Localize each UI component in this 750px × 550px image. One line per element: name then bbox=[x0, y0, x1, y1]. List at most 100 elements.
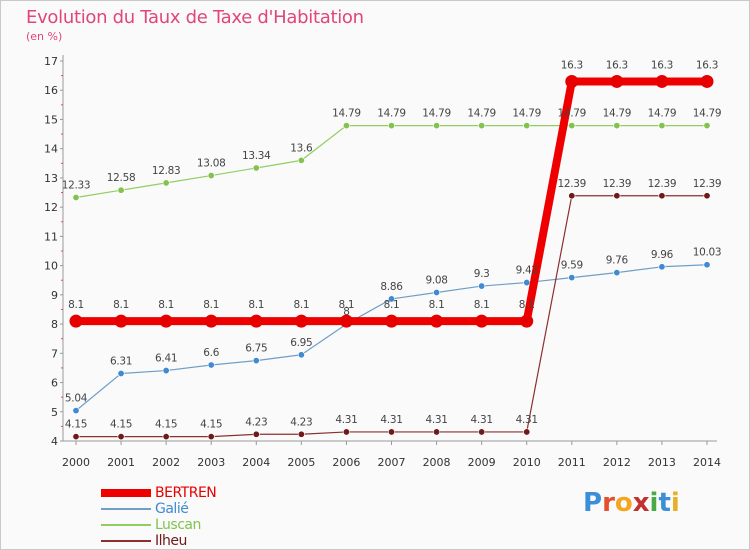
data-point bbox=[613, 192, 621, 200]
data-label: 4.31 bbox=[471, 414, 493, 426]
data-label: 9.3 bbox=[474, 268, 490, 280]
data-point bbox=[72, 433, 80, 441]
legend-swatch bbox=[101, 524, 151, 526]
data-label: 13.6 bbox=[290, 142, 313, 154]
data-point bbox=[342, 122, 350, 130]
logo-letter: i bbox=[670, 488, 680, 518]
data-point bbox=[523, 279, 531, 287]
data-label: 12.58 bbox=[107, 172, 136, 184]
y-tick-label: 10 bbox=[44, 260, 58, 273]
data-label: 16.3 bbox=[606, 59, 628, 71]
data-point bbox=[117, 369, 125, 377]
data-point bbox=[69, 314, 83, 328]
legend-label: Ilheu bbox=[155, 533, 187, 549]
y-tick-label: 4 bbox=[51, 435, 58, 448]
data-point bbox=[297, 351, 305, 359]
x-tick-label: 2000 bbox=[62, 456, 90, 469]
data-point bbox=[339, 314, 353, 328]
data-label: 4.31 bbox=[425, 414, 447, 426]
data-label: 4.15 bbox=[155, 419, 177, 431]
data-label: 12.39 bbox=[558, 178, 587, 190]
series-gali bbox=[72, 261, 711, 415]
data-label: 6.41 bbox=[155, 353, 177, 365]
logo-letter: i bbox=[649, 488, 659, 518]
legend-swatch bbox=[101, 508, 151, 510]
data-point bbox=[658, 263, 666, 271]
data-label: 13.08 bbox=[197, 158, 226, 170]
data-label: 8.1 bbox=[113, 299, 129, 311]
y-tick-label: 12 bbox=[44, 201, 58, 214]
data-label: 12.83 bbox=[152, 165, 181, 177]
data-label: 16.3 bbox=[561, 59, 583, 71]
data-point bbox=[252, 357, 260, 365]
data-point bbox=[523, 428, 531, 436]
data-point bbox=[478, 428, 486, 436]
legend-label: Galié bbox=[155, 501, 189, 517]
data-label: 14.79 bbox=[422, 108, 451, 120]
data-point bbox=[297, 156, 305, 164]
data-point bbox=[159, 314, 173, 328]
data-point bbox=[568, 122, 576, 130]
y-tick-label: 13 bbox=[44, 172, 58, 185]
data-label: 9.08 bbox=[425, 275, 447, 287]
x-tick-label: 2005 bbox=[287, 456, 315, 469]
data-point bbox=[72, 407, 80, 415]
data-label: 12.39 bbox=[648, 178, 677, 190]
data-label: 6.75 bbox=[245, 343, 267, 355]
x-tick-label: 2003 bbox=[197, 456, 225, 469]
data-point bbox=[430, 314, 444, 328]
data-label: 4.31 bbox=[516, 414, 538, 426]
data-point bbox=[207, 433, 215, 441]
legend-label: Luscan bbox=[155, 517, 201, 533]
data-point bbox=[342, 428, 350, 436]
x-tick-label: 2007 bbox=[378, 456, 406, 469]
y-tick-label: 7 bbox=[51, 347, 58, 360]
data-label: 4.23 bbox=[290, 416, 312, 428]
data-label: 4.15 bbox=[65, 419, 87, 431]
data-label: 16.3 bbox=[651, 59, 673, 71]
data-point bbox=[523, 122, 531, 130]
data-point bbox=[204, 314, 218, 328]
data-label: 8 bbox=[343, 306, 349, 318]
x-tick-label: 2008 bbox=[423, 456, 451, 469]
data-label: 12.39 bbox=[693, 178, 722, 190]
x-tick-label: 2012 bbox=[603, 456, 631, 469]
data-label: 9.42 bbox=[516, 265, 538, 277]
data-point bbox=[703, 122, 711, 130]
data-point bbox=[162, 179, 170, 187]
data-label: 6.95 bbox=[290, 337, 312, 349]
data-point bbox=[613, 122, 621, 130]
data-label: 14.79 bbox=[693, 108, 722, 120]
data-point bbox=[658, 122, 666, 130]
data-point bbox=[475, 314, 489, 328]
data-label: 12.33 bbox=[62, 180, 91, 192]
data-point bbox=[433, 428, 441, 436]
series-luscan bbox=[72, 122, 711, 202]
logo-letter: t bbox=[658, 488, 671, 518]
data-label: 5.04 bbox=[65, 393, 88, 405]
data-label: 16.3 bbox=[696, 59, 718, 71]
legend-label: BERTREN bbox=[155, 485, 217, 501]
data-label: 9.59 bbox=[561, 260, 583, 272]
data-point bbox=[249, 314, 263, 328]
series-ilheu bbox=[72, 192, 711, 441]
data-label: 14.79 bbox=[648, 108, 677, 120]
data-point bbox=[478, 282, 486, 290]
data-label: 12.39 bbox=[603, 178, 632, 190]
data-point bbox=[387, 122, 395, 130]
data-label: 8.1 bbox=[203, 299, 219, 311]
data-label: 14.79 bbox=[603, 108, 632, 120]
data-label: 10.03 bbox=[693, 247, 722, 259]
data-point bbox=[568, 192, 576, 200]
data-point bbox=[613, 269, 621, 277]
data-point bbox=[252, 430, 260, 438]
x-tick-label: 2010 bbox=[513, 456, 541, 469]
logo-letter: P bbox=[583, 488, 603, 518]
y-tick-label: 17 bbox=[44, 55, 58, 68]
legend-swatch bbox=[101, 540, 151, 542]
data-label: 8.86 bbox=[380, 281, 403, 293]
data-point bbox=[703, 261, 711, 269]
data-point bbox=[610, 74, 624, 88]
